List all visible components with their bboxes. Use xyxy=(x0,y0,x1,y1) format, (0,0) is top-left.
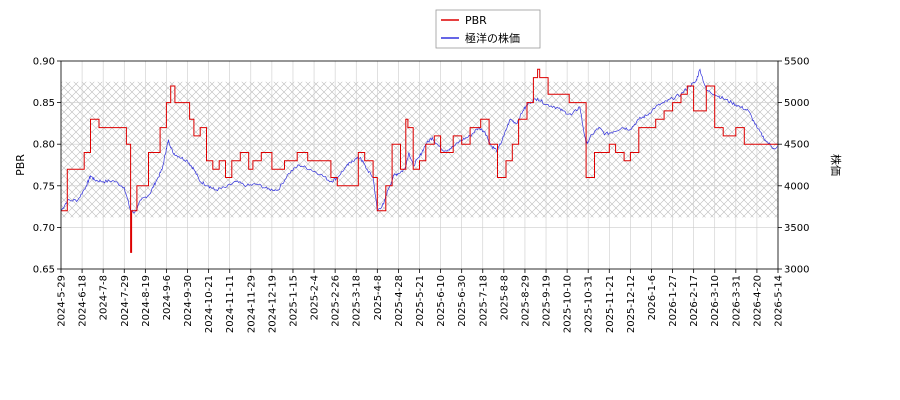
y-right-ticks: 3000 3500 4000 4500 5000 5500 xyxy=(778,57,809,276)
x-tick-label: 2024-10-21 xyxy=(204,275,215,333)
x-tick-label: 2025-10-10 xyxy=(563,275,574,333)
x-tick-label: 2026-1-6 xyxy=(647,275,658,320)
x-tick-label: 2025-2-4 xyxy=(310,275,321,320)
x-tick-label: 2025-5-21 xyxy=(415,275,426,327)
series-line-stock-price xyxy=(61,68,778,214)
legend: PBR 極洋の株価 xyxy=(435,9,541,49)
x-tick-label: 2025-11-21 xyxy=(605,275,616,333)
x-tick-label: 2024-9-6 xyxy=(162,275,173,320)
x-tick-label: 2025-7-18 xyxy=(478,275,489,327)
x-tick-label: 2024-12-19 xyxy=(267,275,278,333)
x-tick-label: 2025-9-19 xyxy=(542,275,553,327)
x-tick-label: 2025-12-12 xyxy=(626,275,637,333)
y-left-tick-label: 0.90 xyxy=(33,57,55,68)
x-tick-label: 2024-6-18 xyxy=(78,275,89,327)
y-right-tick-label: 3000 xyxy=(784,265,809,276)
x-tick-label: 2025-8-29 xyxy=(520,275,531,327)
y-right-title: 株価 xyxy=(829,154,843,176)
y-right-tick-label: 5000 xyxy=(784,98,809,109)
y-right-tick-label: 5500 xyxy=(784,57,809,68)
x-tick-label: 2025-3-18 xyxy=(352,275,363,327)
y-left-tick-label: 0.85 xyxy=(33,98,55,109)
x-tick-label: 2024-7-8 xyxy=(99,275,110,320)
x-tick-label: 2025-4-8 xyxy=(373,275,384,320)
y-right-tick-label: 4500 xyxy=(784,140,809,151)
y-left-tick-label: 0.75 xyxy=(33,181,55,192)
legend-box xyxy=(435,9,541,49)
x-tick-label: 2026-1-27 xyxy=(668,275,679,327)
x-tick-label: 2025-6-30 xyxy=(457,275,468,327)
y-left-title: PBR xyxy=(14,154,27,176)
y-left-tick-label: 0.80 xyxy=(33,140,55,151)
x-tick-label: 2026-4-20 xyxy=(752,275,763,327)
x-tick-label: 2024-5-29 xyxy=(57,275,68,327)
x-tick-label: 2024-8-19 xyxy=(141,275,152,327)
x-tick-label: 2024-7-29 xyxy=(120,275,131,327)
x-tick-label: 2025-2-26 xyxy=(331,275,342,327)
x-tick-label: 2025-4-28 xyxy=(394,275,405,327)
y-left-tick-label: 0.65 xyxy=(33,265,55,276)
y-right-tick-label: 4000 xyxy=(784,181,809,192)
x-tick-label: 2026-3-31 xyxy=(731,275,742,327)
y-left-ticks: 0.65 0.70 0.75 0.80 0.85 0.90 xyxy=(33,57,61,276)
series-line-pbr xyxy=(61,68,778,253)
x-tick-label: 2024-9-30 xyxy=(183,275,194,327)
x-ticks: 2024-5-29 2024-6-18 2024-7-8 2024-7-29 2024-… xyxy=(57,269,785,333)
legend-label-price: 極洋の株価 xyxy=(465,31,520,45)
x-tick-label: 2026-3-10 xyxy=(710,275,721,327)
legend-label-pbr: PBR xyxy=(465,14,487,27)
y-left-tick-label: 0.70 xyxy=(33,223,55,234)
x-tick-label: 2024-11-11 xyxy=(225,275,236,333)
x-tick-label: 2025-6-10 xyxy=(436,275,447,327)
x-tick-label: 2025-8-8 xyxy=(499,275,510,320)
x-tick-label: 2025-1-15 xyxy=(288,275,299,327)
x-tick-label: 2026-5-14 xyxy=(774,275,785,327)
x-tick-label: 2024-11-29 xyxy=(246,275,257,333)
x-tick-label: 2026-2-17 xyxy=(689,275,700,327)
x-tick-label: 2025-10-31 xyxy=(584,275,595,333)
y-right-tick-label: 3500 xyxy=(784,223,809,234)
